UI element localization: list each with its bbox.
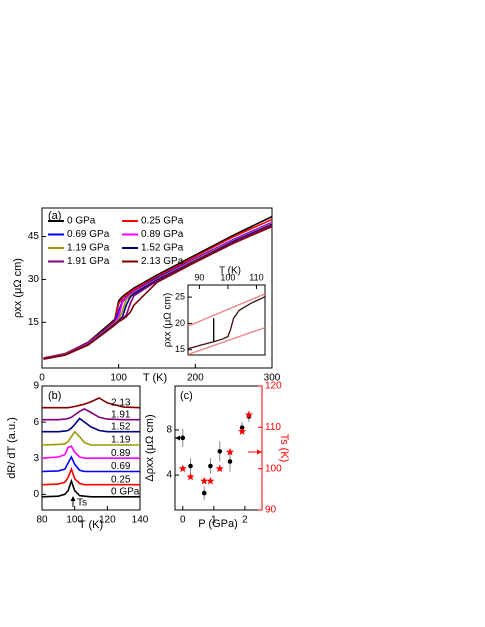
- curve-label: 1.52: [111, 421, 131, 432]
- data-line: [187, 293, 266, 327]
- x-tick-label: 0: [180, 515, 186, 526]
- legend-label: 0 GPa: [67, 216, 96, 227]
- y-tick-label: 15: [28, 317, 40, 328]
- y-tick-label: 20: [175, 318, 185, 328]
- axis-arrow-head: [257, 449, 262, 455]
- data-line: [42, 407, 140, 421]
- y-tick-label: 4: [166, 470, 172, 481]
- curve-label: 0.89: [111, 448, 131, 459]
- x-axis-label: P (GPa): [198, 518, 238, 530]
- dot-point: [201, 490, 207, 496]
- annotation: Ts: [77, 498, 87, 509]
- y-axis-label: Δρxx (μΩ cm): [144, 414, 156, 481]
- dot-point: [208, 463, 213, 469]
- y-axis-label: dR/ dT (a.u.): [6, 417, 18, 479]
- y-tick-label: 30: [28, 274, 40, 285]
- data-line: [41, 445, 140, 459]
- inset-frame: [187, 284, 266, 356]
- curve-label: 0.69: [111, 461, 131, 472]
- legend-label: 1.19 GPa: [67, 243, 110, 254]
- curve-label: 0 GPa: [111, 486, 140, 497]
- x-axis-label: T (K): [79, 519, 103, 531]
- curve-label: 0.25: [111, 474, 131, 485]
- y-tick-label: 15: [175, 344, 185, 354]
- star-point: [178, 464, 187, 473]
- x-tick-label: 200: [187, 373, 204, 384]
- dot-point: [188, 463, 193, 469]
- x-tick-label: 90: [194, 272, 204, 282]
- x-axis-label: T (K): [143, 372, 167, 384]
- legend-label: 0.69 GPa: [67, 229, 110, 240]
- legend-label: 2.13 GPa: [141, 256, 184, 267]
- y-tick-label: 25: [175, 291, 185, 301]
- star-point: [245, 410, 253, 419]
- x-tick-label: 110: [249, 272, 263, 282]
- y-tick-label: 45: [28, 231, 40, 242]
- legend-label: 1.91 GPa: [67, 256, 110, 267]
- dot-point: [227, 459, 233, 464]
- star-point: [186, 472, 195, 481]
- x-tick-label: 100: [220, 272, 235, 282]
- panel-label: (a): [48, 210, 61, 222]
- data-line: [43, 225, 273, 360]
- y-tick-label: 3: [33, 453, 39, 464]
- star-point: [200, 476, 209, 485]
- data-line: [187, 296, 266, 350]
- x-tick-label: 100: [66, 515, 83, 526]
- y-axis-label: ρxx (μΩ cm): [12, 258, 24, 318]
- x-tick-label: 80: [36, 515, 48, 526]
- y2-tick-label: 120: [265, 381, 282, 392]
- plot-frame: [41, 207, 273, 369]
- y-tick-label: 6: [33, 417, 39, 428]
- plot-frame: [174, 385, 263, 511]
- star-point: [226, 447, 234, 456]
- ts-arrow-head: [70, 496, 76, 501]
- data-line: [42, 417, 140, 433]
- x-tick-label: 2: [242, 515, 248, 526]
- y-tick-label: 0: [33, 489, 39, 500]
- x-tick-label: 100: [110, 373, 127, 384]
- y-tick-label: 8: [166, 425, 172, 436]
- star-point: [206, 476, 215, 485]
- legend-label: 0.25 GPa: [141, 216, 184, 227]
- x-tick-label: 300: [264, 373, 281, 384]
- legend-label: 0.89 GPa: [141, 229, 184, 240]
- y2-tick-label: 90: [265, 505, 277, 516]
- x-tick-label: 120: [99, 515, 116, 526]
- dot-point: [180, 435, 186, 441]
- data-line: [41, 430, 140, 446]
- y-tick-label: 9: [33, 381, 39, 392]
- y-axis-label: ρxx (μΩ cm): [163, 293, 174, 347]
- panel-label: (c): [180, 390, 193, 402]
- star-point: [215, 464, 224, 473]
- data-line: [187, 326, 266, 356]
- data-line: [41, 478, 140, 498]
- y2-tick-label: 110: [265, 422, 281, 433]
- curve-label: 1.19: [111, 435, 131, 446]
- star-point: [238, 427, 247, 435]
- curve-label: 2.13: [111, 397, 131, 408]
- x-tick-label: 140: [132, 515, 149, 526]
- dot-point: [217, 449, 223, 454]
- panel-label: (b): [48, 390, 61, 402]
- x-tick-label: 0: [39, 373, 45, 384]
- axis-arrow-head: [175, 435, 180, 441]
- curve-label: 1.91: [111, 409, 131, 420]
- data-line: [41, 455, 140, 473]
- data-line: [41, 466, 140, 486]
- x-axis-label: T (K): [219, 266, 241, 277]
- plot-frame: [41, 385, 141, 511]
- data-line: [42, 397, 141, 409]
- legend-label: 1.52 GPa: [141, 243, 184, 254]
- x-tick-label: 1: [211, 515, 217, 526]
- y2-axis-label: Ts (K): [278, 434, 290, 463]
- y2-tick-label: 100: [265, 463, 282, 474]
